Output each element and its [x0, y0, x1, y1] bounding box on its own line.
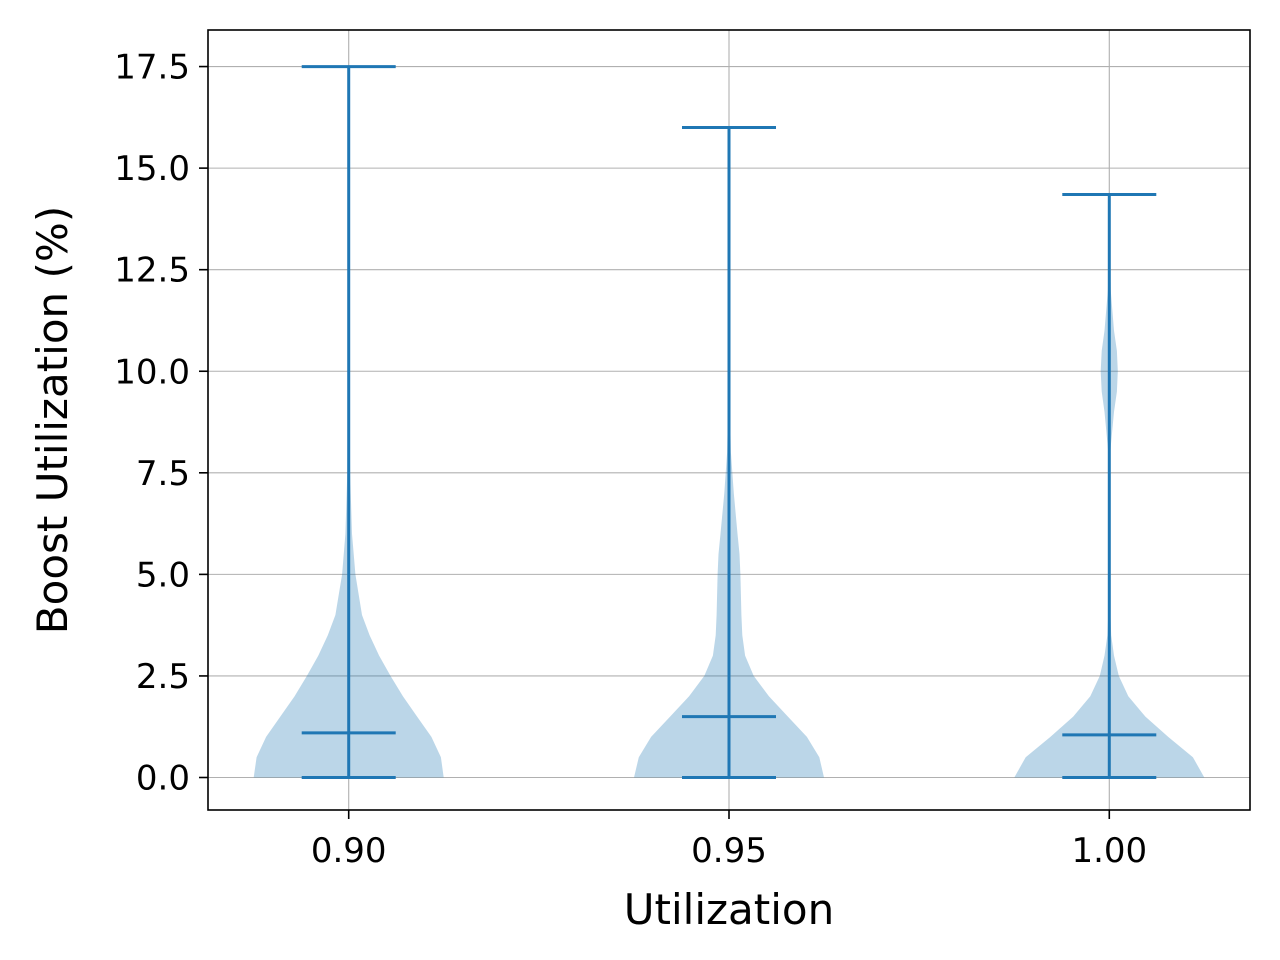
y-tick-label: 15.0: [114, 149, 190, 189]
x-axis-label: Utilization: [624, 885, 834, 934]
x-tick-label: 0.90: [311, 831, 387, 871]
axis-ticks: 0.0 2.5 5.0 7.5 10.0 12.5 15.0 17.5 0.90 0.95 1.00: [114, 48, 1147, 871]
y-axis-label: Boost Utilization (%): [28, 206, 77, 634]
y-tick-label: 0.0: [136, 759, 190, 799]
x-tick-label: 0.95: [691, 831, 767, 871]
y-tick-label: 2.5: [136, 657, 190, 697]
y-tick-label: 12.5: [114, 251, 190, 291]
x-tick-label: 1.00: [1071, 831, 1147, 871]
y-tick-label: 7.5: [136, 454, 190, 494]
y-tick-label: 5.0: [136, 555, 190, 595]
violin-statistic-lines: [301, 65, 1157, 779]
y-tick-label: 17.5: [114, 48, 190, 88]
y-tick-label: 10.0: [114, 352, 190, 392]
